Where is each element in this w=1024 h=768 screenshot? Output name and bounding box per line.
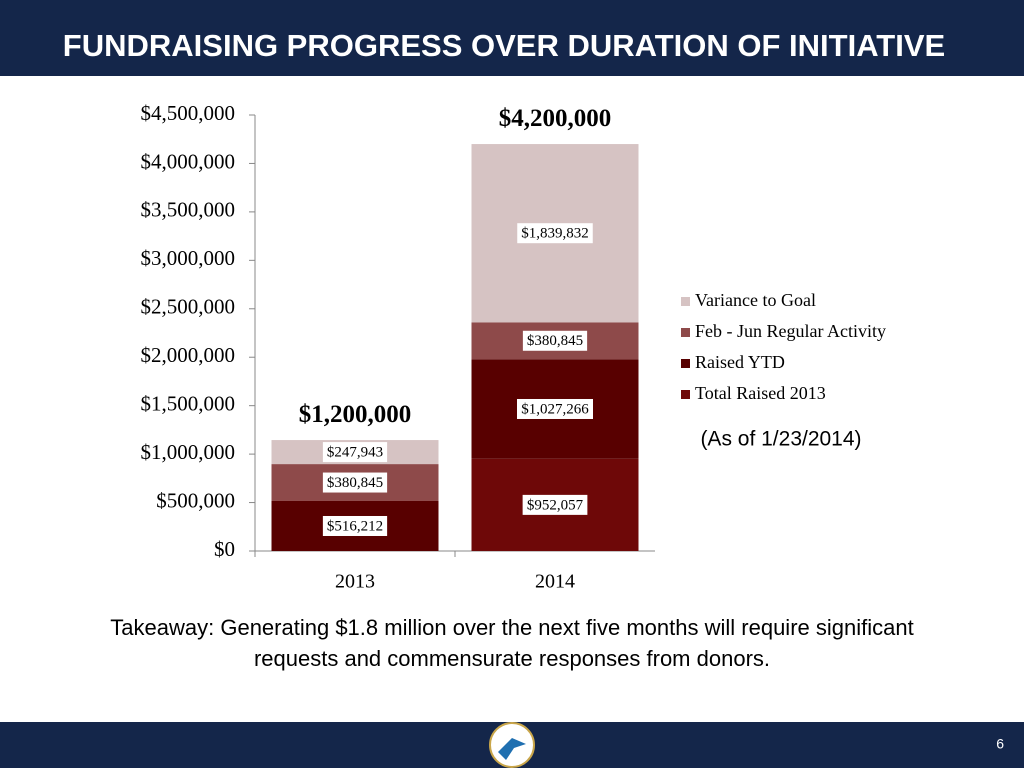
y-tick-label: $0: [214, 537, 235, 561]
value-label: $380,845: [327, 475, 383, 491]
value-label: $380,845: [527, 333, 583, 349]
y-tick-label: $2,000,000: [141, 343, 236, 367]
y-tick-label: $3,500,000: [141, 198, 236, 222]
slide-title: FUNDRAISING PROGRESS OVER DURATION OF IN…: [63, 28, 945, 63]
value-label-box: [322, 515, 388, 536]
legend-label: Feb - Jun Regular Activity: [695, 321, 886, 341]
y-tick-label: $3,000,000: [141, 246, 236, 270]
value-label-box: [522, 330, 588, 351]
goal-label: $4,200,000: [499, 105, 612, 132]
value-label: $1,839,832: [521, 226, 589, 242]
value-label: $247,943: [327, 445, 383, 461]
takeaway-box: Takeaway: Generating $1.8 million over t…: [110, 615, 914, 671]
legend-swatch: [681, 359, 690, 368]
x-tick-label: 2013: [335, 571, 375, 593]
legend-swatch: [681, 390, 690, 399]
legend-swatch: [681, 297, 690, 306]
value-label-box: [522, 494, 588, 515]
value-label: $516,212: [327, 518, 383, 534]
y-tick-label: $2,500,000: [141, 295, 236, 319]
legend-label: Raised YTD: [695, 352, 785, 372]
value-label: $1,027,266: [521, 401, 589, 417]
takeaway: Takeaway: Generating $1.8 million over t…: [110, 615, 914, 671]
y-tick-label: $4,000,000: [141, 149, 236, 173]
y-tick-label: $1,500,000: [141, 391, 236, 415]
value-label-box: [517, 223, 593, 244]
goal-label: $1,200,000: [299, 401, 412, 428]
logo-mark: [498, 738, 526, 760]
value-label-box: [517, 398, 593, 419]
header-bar: [0, 0, 1024, 76]
y-tick-label: $1,000,000: [141, 440, 236, 464]
value-label-box: [322, 442, 388, 463]
y-tick-label: $4,500,000: [141, 101, 236, 125]
value-label-box: [322, 472, 388, 493]
page-number: 6: [996, 736, 1004, 752]
note: (As of 1/23/2014): [700, 428, 861, 451]
legend-swatch: [681, 328, 690, 337]
y-tick-label: $500,000: [156, 488, 235, 512]
value-label: $952,057: [527, 497, 584, 513]
legend-label: Total Raised 2013: [695, 383, 826, 403]
x-tick-label: 2014: [535, 571, 575, 593]
legend-label: Variance to Goal: [695, 290, 816, 310]
